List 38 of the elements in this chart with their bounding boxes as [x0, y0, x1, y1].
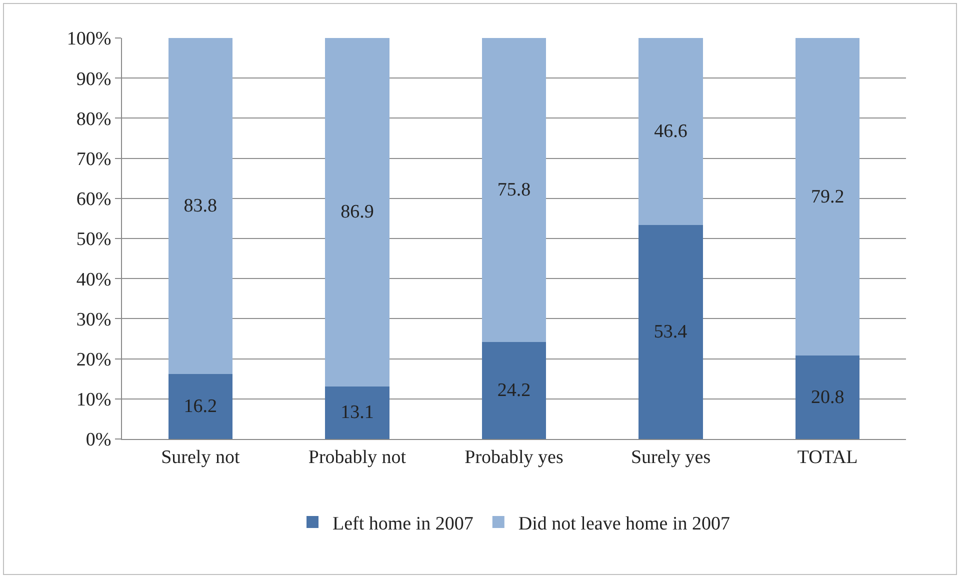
x-tick-label: Probably yes [464, 446, 564, 468]
x-tick-label: TOTAL [797, 446, 858, 468]
bar [482, 342, 546, 439]
bar [325, 386, 390, 439]
data-label: 83.8 [184, 196, 218, 217]
data-label: 53.4 [654, 321, 688, 342]
data-label: 16.2 [184, 396, 218, 418]
bar [638, 38, 703, 225]
data-label: 24.2 [497, 380, 531, 401]
x-tick-label: Probably not [308, 446, 407, 468]
data-label: 75.8 [497, 179, 531, 200]
y-tick-label: 0% [86, 430, 112, 451]
y-tick-label: 40% [76, 269, 112, 290]
y-tick-label: 20% [76, 349, 112, 370]
y-tick-label: 100% [66, 28, 112, 50]
data-label: 20.8 [810, 386, 844, 408]
y-tick-label: 60% [76, 189, 112, 210]
bar [325, 38, 390, 386]
data-label: 79.2 [810, 186, 844, 208]
bar [795, 38, 860, 356]
x-tick-label: Surely yes [630, 446, 711, 468]
bar [168, 38, 233, 374]
data-label: 46.6 [654, 120, 688, 142]
x-tick-label: Surely not [161, 446, 240, 468]
legend-label: Left home in 2007 [332, 513, 474, 534]
y-tick-label: 50% [76, 229, 112, 250]
bar [638, 224, 703, 439]
y-tick-label: 10% [76, 390, 112, 411]
data-label: 86.9 [340, 202, 374, 223]
y-tick-label: 80% [76, 108, 112, 130]
legend-label: Did not leave home in 2007 [518, 513, 730, 534]
bar [168, 374, 233, 439]
bar [482, 38, 546, 342]
data-label: 13.1 [340, 402, 374, 424]
y-tick-label: 70% [76, 148, 112, 170]
y-tick-label: 90% [76, 68, 112, 90]
bar [795, 356, 860, 439]
y-tick-label: 30% [76, 309, 112, 330]
